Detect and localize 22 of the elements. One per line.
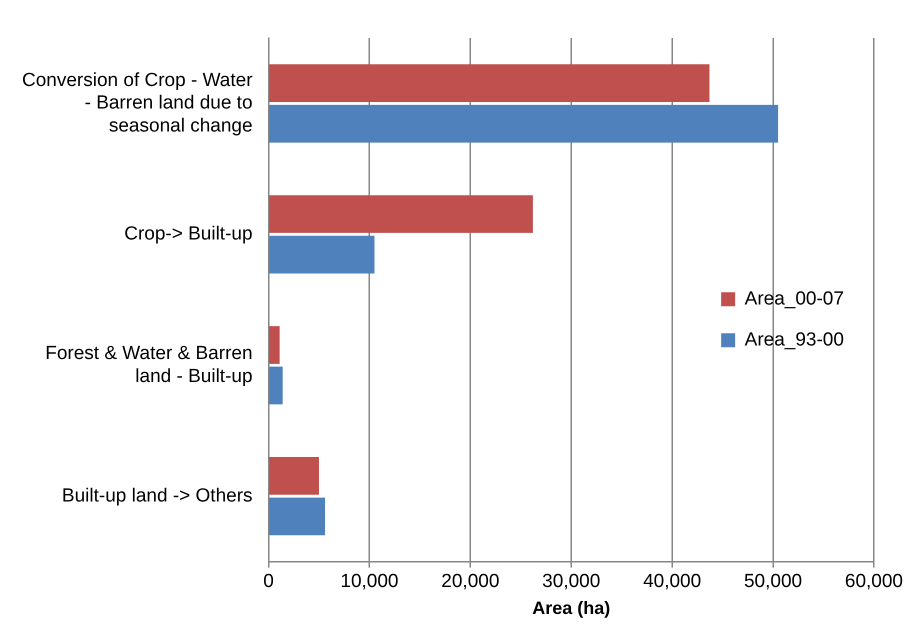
x-tick-label: 60,000 [844, 571, 904, 592]
bar [269, 326, 280, 364]
bar [269, 456, 319, 495]
y-tick-label: Crop-> Built-up [124, 224, 253, 245]
bar [269, 64, 710, 102]
x-tick-label: 40,000 [643, 571, 702, 592]
y-tick-label: Forest & Water & Barren land - Built-up [45, 343, 253, 387]
x-tick-label: 10,000 [340, 571, 399, 592]
x-tick-label: 30,000 [542, 571, 600, 592]
bar [269, 195, 533, 233]
bar [269, 104, 778, 143]
y-tick-label: Built-up land -> Others [62, 485, 253, 506]
x-tick-label: 50,000 [744, 571, 802, 592]
x-tick-label: 20,000 [441, 571, 500, 592]
x-axis-title: Area (ha) [532, 598, 610, 618]
bar [269, 366, 283, 404]
legend-label: Area_00-07 [744, 288, 844, 310]
bar [269, 236, 374, 274]
legend-label: Area_93-00 [744, 330, 844, 351]
x-tick-label: 0 [263, 571, 274, 592]
bar [269, 498, 326, 536]
y-tick-label: Conversion of Crop - Water - Barren land due to seasonal change [22, 70, 254, 136]
